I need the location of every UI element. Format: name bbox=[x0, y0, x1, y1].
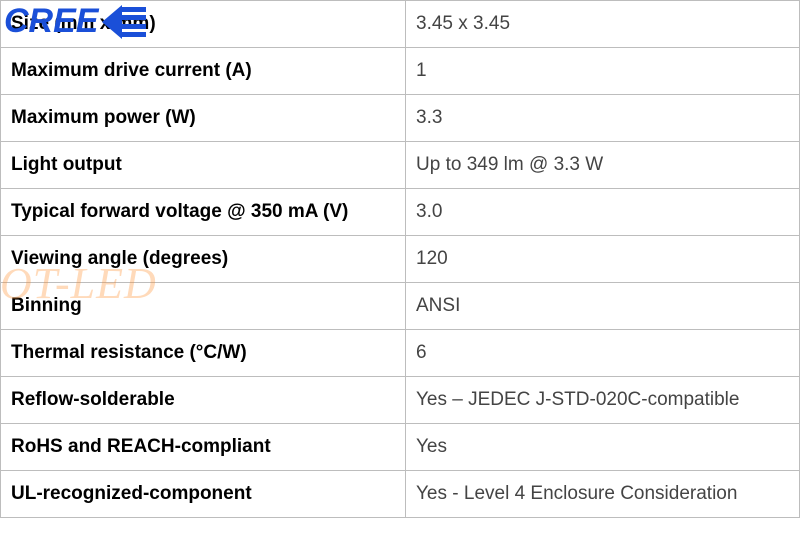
spec-value: Yes bbox=[406, 424, 800, 471]
spec-value: 3.45 x 3.45 bbox=[406, 1, 800, 48]
table-row: BinningANSI bbox=[1, 283, 800, 330]
table-row: Typical forward voltage @ 350 mA (V)3.0 bbox=[1, 189, 800, 236]
table-row: Reflow-solderableYes – JEDEC J-STD-020C-… bbox=[1, 377, 800, 424]
table-row: Thermal resistance (°C/W)6 bbox=[1, 330, 800, 377]
spec-label: Light output bbox=[1, 142, 406, 189]
table-row: Size (mm x mm)3.45 x 3.45 bbox=[1, 1, 800, 48]
spec-value: 3.0 bbox=[406, 189, 800, 236]
spec-label: Viewing angle (degrees) bbox=[1, 236, 406, 283]
spec-value: 3.3 bbox=[406, 95, 800, 142]
spec-label: Reflow-solderable bbox=[1, 377, 406, 424]
spec-value: Yes - Level 4 Enclosure Consideration bbox=[406, 471, 800, 518]
spec-label: UL-recognized-component bbox=[1, 471, 406, 518]
spec-label: Maximum power (W) bbox=[1, 95, 406, 142]
table-row: Maximum drive current (A)1 bbox=[1, 48, 800, 95]
spec-value: 6 bbox=[406, 330, 800, 377]
table-row: Light outputUp to 349 lm @ 3.3 W bbox=[1, 142, 800, 189]
spec-value: 1 bbox=[406, 48, 800, 95]
spec-label: Maximum drive current (A) bbox=[1, 48, 406, 95]
spec-table: Size (mm x mm)3.45 x 3.45Maximum drive c… bbox=[0, 0, 800, 518]
table-row: Viewing angle (degrees)120 bbox=[1, 236, 800, 283]
table-row: Maximum power (W)3.3 bbox=[1, 95, 800, 142]
spec-value: Up to 349 lm @ 3.3 W bbox=[406, 142, 800, 189]
spec-label: Typical forward voltage @ 350 mA (V) bbox=[1, 189, 406, 236]
spec-label: Thermal resistance (°C/W) bbox=[1, 330, 406, 377]
spec-label: Binning bbox=[1, 283, 406, 330]
spec-label: RoHS and REACH-compliant bbox=[1, 424, 406, 471]
spec-table-body: Size (mm x mm)3.45 x 3.45Maximum drive c… bbox=[1, 1, 800, 518]
table-row: UL-recognized-componentYes - Level 4 Enc… bbox=[1, 471, 800, 518]
spec-value: Yes – JEDEC J-STD-020C-compatible bbox=[406, 377, 800, 424]
table-row: RoHS and REACH-compliantYes bbox=[1, 424, 800, 471]
spec-value: 120 bbox=[406, 236, 800, 283]
spec-value: ANSI bbox=[406, 283, 800, 330]
spec-label: Size (mm x mm) bbox=[1, 1, 406, 48]
